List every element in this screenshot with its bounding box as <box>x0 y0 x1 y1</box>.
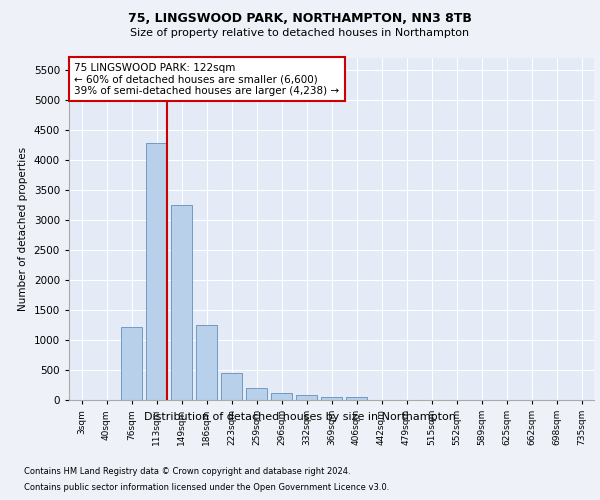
Bar <box>271 394 292 400</box>
Bar <box>346 397 367 400</box>
Y-axis label: Number of detached properties: Number of detached properties <box>18 146 28 311</box>
Bar <box>246 388 267 400</box>
Bar <box>121 326 142 400</box>
Text: 75 LINGSWOOD PARK: 122sqm
← 60% of detached houses are smaller (6,600)
39% of se: 75 LINGSWOOD PARK: 122sqm ← 60% of detac… <box>74 62 340 96</box>
Bar <box>321 396 342 400</box>
Text: Size of property relative to detached houses in Northampton: Size of property relative to detached ho… <box>130 28 470 38</box>
Text: 75, LINGSWOOD PARK, NORTHAMPTON, NN3 8TB: 75, LINGSWOOD PARK, NORTHAMPTON, NN3 8TB <box>128 12 472 26</box>
Text: Contains HM Land Registry data © Crown copyright and database right 2024.: Contains HM Land Registry data © Crown c… <box>24 468 350 476</box>
Text: Distribution of detached houses by size in Northampton: Distribution of detached houses by size … <box>144 412 456 422</box>
Bar <box>146 144 167 400</box>
Text: Contains public sector information licensed under the Open Government Licence v3: Contains public sector information licen… <box>24 482 389 492</box>
Bar <box>296 395 317 400</box>
Bar <box>221 373 242 400</box>
Bar <box>171 204 192 400</box>
Bar <box>196 325 217 400</box>
